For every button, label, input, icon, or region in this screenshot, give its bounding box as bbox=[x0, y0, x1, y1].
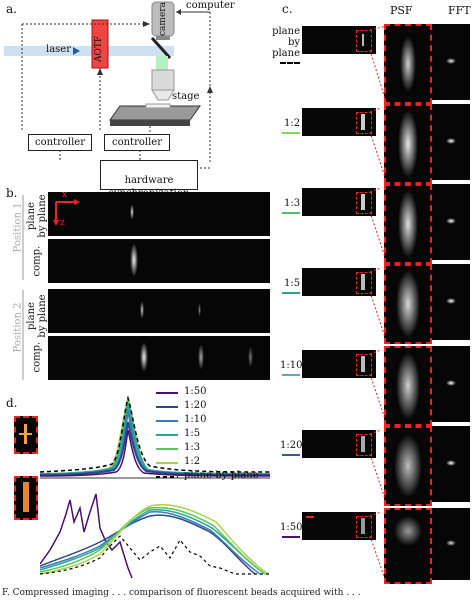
c-row-label-5: 1:20 bbox=[280, 440, 303, 451]
c-zoom-lines-4 bbox=[369, 350, 387, 423]
label-laser: laser bbox=[46, 44, 71, 55]
caption-fragment: F. Compressed imaging . . . comparison o… bbox=[2, 588, 361, 598]
b-row2-label: comp. bbox=[31, 245, 43, 277]
c-row-marker-4 bbox=[282, 374, 300, 376]
b-image-pos2-plane bbox=[48, 289, 270, 333]
c-zoom-lines-3 bbox=[369, 268, 387, 341]
c-wide-image-3 bbox=[302, 268, 376, 296]
legend-label-1-20: 1:20 bbox=[184, 400, 207, 411]
c-row-marker-3 bbox=[282, 292, 300, 294]
c-psf-1 bbox=[384, 104, 432, 184]
controller-left-label: controller bbox=[35, 137, 85, 148]
c-fft-2 bbox=[432, 184, 470, 260]
legend-label-1-50: 1:50 bbox=[184, 386, 207, 397]
panel-b-letter: b. bbox=[6, 186, 18, 200]
c-row-label-0: plane by plane bbox=[272, 26, 300, 59]
dichroic-mirror bbox=[150, 36, 172, 60]
label-computer: computer bbox=[186, 0, 235, 11]
b-image-pos1-plane bbox=[48, 192, 270, 236]
legend-label-1-2: 1:2 bbox=[184, 456, 201, 467]
c-zoom-lines-6 bbox=[369, 512, 387, 583]
b-axis-arrows bbox=[53, 199, 80, 226]
c-wide-image-1 bbox=[302, 108, 376, 136]
c-row-label-4: 1:10 bbox=[280, 360, 303, 371]
c-fft-3 bbox=[432, 264, 470, 340]
c-wide-image-4 bbox=[302, 350, 376, 378]
c-psf-2 bbox=[384, 184, 432, 264]
panel-c-letter: c. bbox=[282, 2, 293, 16]
legend-label-plane-by-plane: plane-by-plane bbox=[184, 470, 259, 481]
c-psf-0 bbox=[384, 24, 432, 104]
c-zoom-lines-1 bbox=[369, 108, 387, 181]
panel-a-diagram bbox=[4, 1, 213, 169]
b-axis-z: z bbox=[60, 218, 65, 228]
legend-label-1-10: 1:10 bbox=[184, 414, 207, 425]
c-fft-0 bbox=[432, 24, 470, 100]
c-wide-image-6 bbox=[302, 512, 376, 540]
position-2-bar bbox=[22, 290, 24, 380]
legend-label-1-3: 1:3 bbox=[184, 442, 201, 453]
c-zoom-lines-2 bbox=[369, 188, 387, 261]
c-fft-4 bbox=[432, 346, 470, 422]
c-row-label-1: 1:2 bbox=[284, 118, 301, 129]
legend-label-1-5: 1:5 bbox=[184, 428, 201, 439]
controller-right-label: controller bbox=[112, 137, 162, 148]
b-image-pos2-comp bbox=[48, 336, 270, 380]
c-fft-5 bbox=[432, 426, 470, 502]
c-row-label-2: 1:3 bbox=[284, 198, 301, 209]
b-image-pos1-comp bbox=[48, 239, 270, 283]
col-header-fft: FFT bbox=[448, 4, 471, 17]
c-psf-6 bbox=[384, 508, 432, 584]
position-1-bar bbox=[22, 195, 24, 280]
label-stage: stage bbox=[172, 91, 200, 102]
d-thumb-top bbox=[14, 416, 38, 454]
panel-d-letter: d. bbox=[6, 396, 18, 410]
c-wide-image-0 bbox=[302, 26, 376, 54]
c-zoom-lines-5 bbox=[369, 430, 387, 503]
b-axis-x: x bbox=[62, 190, 68, 200]
c-row-marker-1 bbox=[282, 132, 300, 134]
c-fft-6 bbox=[432, 508, 470, 580]
c-wide-image-5 bbox=[302, 430, 376, 458]
label-camera: camera bbox=[158, 2, 168, 36]
b-row3-label: plane by plane bbox=[26, 294, 48, 338]
c-row-marker-5 bbox=[282, 454, 300, 456]
c-row-marker-2 bbox=[282, 212, 300, 214]
c-psf-4 bbox=[384, 346, 432, 426]
b-row1-label: plane by plane bbox=[26, 194, 48, 238]
controller-left-box: controller bbox=[28, 134, 92, 151]
d-legend: 1:50 1:20 1:10 1:5 1:3 1:2 plane-by-plan… bbox=[156, 386, 276, 496]
c-wide-image-2 bbox=[302, 188, 376, 216]
c-psf-3 bbox=[384, 264, 432, 344]
col-header-psf: PSF bbox=[390, 4, 413, 17]
laser-beam bbox=[4, 46, 174, 56]
c-row-marker-6 bbox=[282, 536, 300, 538]
label-aotf: AOTF bbox=[94, 35, 104, 62]
controller-right-box: controller bbox=[104, 134, 170, 151]
d-profile-plots bbox=[40, 395, 270, 579]
c-zoom-lines-0 bbox=[369, 26, 387, 103]
b-row4-label: comp. bbox=[31, 341, 43, 373]
hardware-sync-box: hardware synchronization bbox=[100, 160, 198, 199]
c-fft-1 bbox=[432, 104, 470, 180]
c-psf-5 bbox=[384, 426, 432, 506]
d-thumb-bottom bbox=[14, 476, 38, 520]
c-row-marker-0 bbox=[280, 62, 300, 64]
c-row-label-3: 1:5 bbox=[284, 278, 301, 289]
panel-a-letter: a. bbox=[6, 2, 17, 16]
emission-path bbox=[156, 56, 168, 72]
c-row-label-6: 1:50 bbox=[280, 522, 303, 533]
